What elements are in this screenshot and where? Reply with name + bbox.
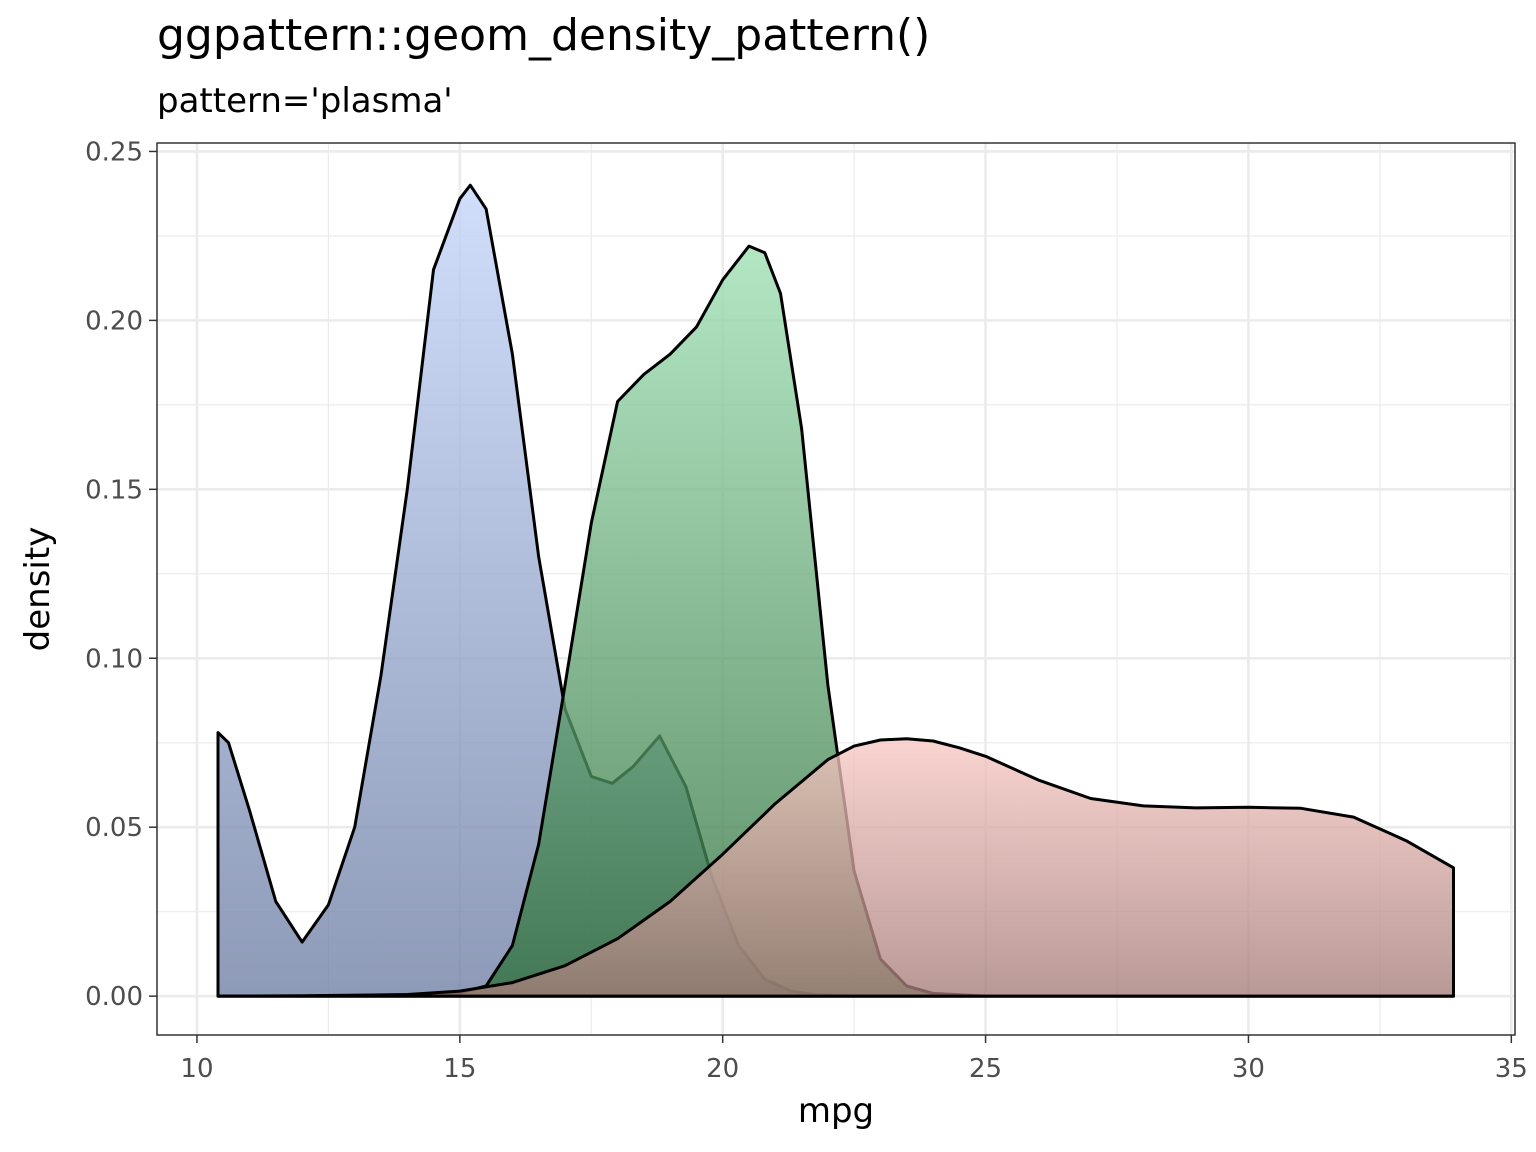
x-tick-label: 15 xyxy=(443,1054,476,1084)
y-tick-label: 0.25 xyxy=(85,137,143,167)
y-axis: 0.00 0.05 0.10 0.15 0.20 0.25 xyxy=(85,137,157,1012)
y-axis-title: density xyxy=(18,527,58,652)
plot-panel-border xyxy=(156,142,1516,1036)
y-tick-label: 0.10 xyxy=(85,644,143,674)
y-tick-label: 0.00 xyxy=(85,982,143,1012)
x-tick-label: 10 xyxy=(180,1054,213,1084)
density-areas xyxy=(216,183,1455,998)
density-area-series-3 xyxy=(216,737,1455,998)
x-tick-label: 35 xyxy=(1495,1054,1528,1084)
x-axis-title: mpg xyxy=(798,1091,874,1131)
y-tick-label: 0.15 xyxy=(85,475,143,505)
x-axis: 10 15 20 25 30 35 xyxy=(180,1035,1528,1084)
x-tick-label: 25 xyxy=(969,1054,1002,1084)
x-tick-label: 20 xyxy=(706,1054,739,1084)
chart-title: ggpattern::geom_density_pattern() xyxy=(157,10,931,61)
y-tick-label: 0.05 xyxy=(85,813,143,843)
chart-subtitle: pattern='plasma' xyxy=(157,81,453,121)
x-tick-label: 30 xyxy=(1232,1054,1265,1084)
y-tick-label: 0.20 xyxy=(85,306,143,336)
